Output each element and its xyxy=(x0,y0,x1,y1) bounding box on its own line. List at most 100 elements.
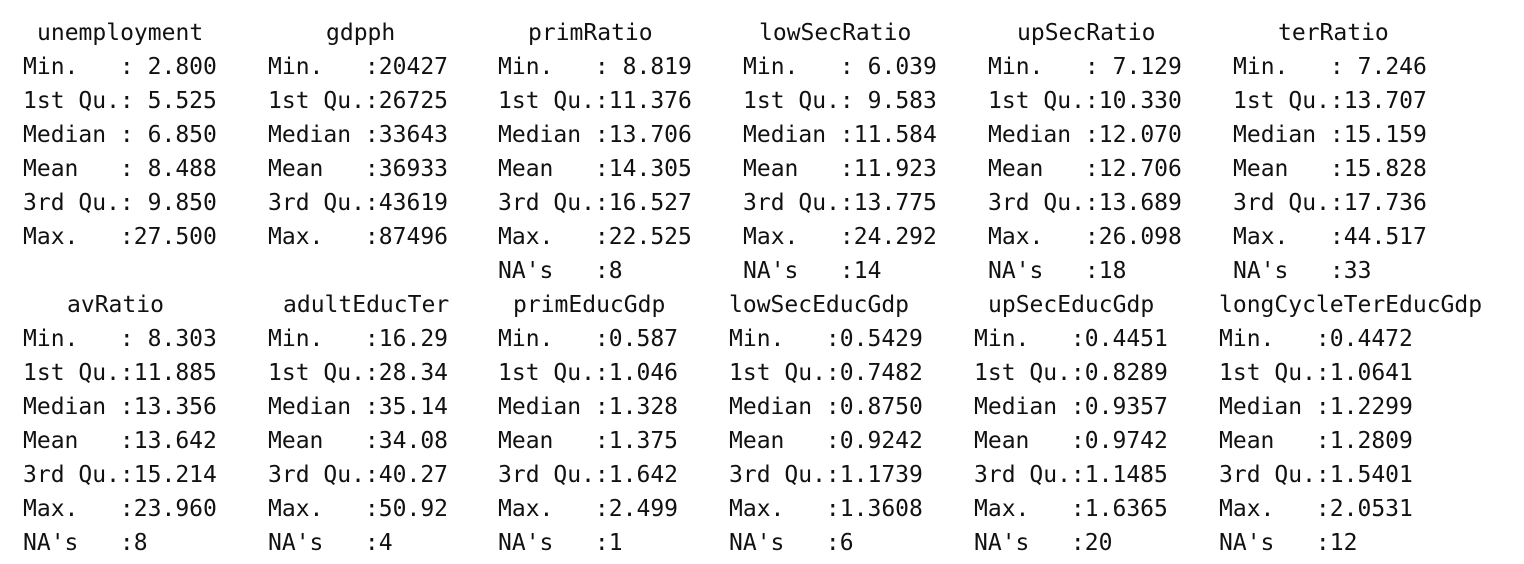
stat-cell: 3rd Qu.:13.775 xyxy=(743,190,937,216)
stat-cell: 3rd Qu.:43619 xyxy=(268,190,449,216)
stat-cell: 1st Qu.:28.34 xyxy=(268,360,449,386)
stat-row-median: Median :13.356 Median :35.14 Median :1.3… xyxy=(0,390,1524,424)
column-header: adultEducTer xyxy=(283,292,450,318)
stat-cell: NA's :12 xyxy=(1219,530,1358,556)
stat-cell: Max. :44.517 xyxy=(1233,224,1427,250)
stat-cell: 3rd Qu.:1.1485 xyxy=(974,462,1168,488)
stat-cell: NA's :6 xyxy=(729,530,854,556)
stat-cell: NA's :8 xyxy=(498,258,623,284)
stat-cell: 3rd Qu.:1.642 xyxy=(498,462,679,488)
stat-row-max: Max. :23.960 Max. :50.92 Max. :2.499 Max… xyxy=(0,492,1524,526)
stat-cell: 3rd Qu.:15.214 xyxy=(23,462,217,488)
stat-row-3rd-qu: 3rd Qu.:15.214 3rd Qu.:40.27 3rd Qu.:1.6… xyxy=(0,458,1524,492)
stat-cell: Mean :15.828 xyxy=(1233,156,1427,182)
stat-cell: Median :12.070 xyxy=(988,122,1182,148)
stat-cell: Mean :1.375 xyxy=(498,428,679,454)
stat-cell: Min. :0.587 xyxy=(498,326,679,352)
column-header: primEducGdp xyxy=(513,292,666,318)
stat-cell: Mean :0.9742 xyxy=(974,428,1168,454)
stat-cell: 1st Qu.: 9.583 xyxy=(743,88,937,114)
stat-cell: Median :15.159 xyxy=(1233,122,1427,148)
stat-cell: 1st Qu.:11.376 xyxy=(498,88,692,114)
stat-row-na: NA's :8 NA's :4 NA's :1 NA's :6 NA's :20… xyxy=(0,526,1524,560)
stat-cell: Mean :13.642 xyxy=(23,428,217,454)
stat-cell: NA's :18 xyxy=(988,258,1127,284)
stat-cell: Median :11.584 xyxy=(743,122,937,148)
stat-cell: Max. :50.92 xyxy=(268,496,449,522)
stat-cell: NA's :14 xyxy=(743,258,882,284)
column-header: primRatio xyxy=(528,20,653,46)
stat-cell: Median : 6.850 xyxy=(23,122,217,148)
stat-cell: Mean :11.923 xyxy=(743,156,937,182)
stat-cell: 1st Qu.:0.8289 xyxy=(974,360,1168,386)
stat-cell: Min. :0.5429 xyxy=(729,326,923,352)
stat-cell: NA's :33 xyxy=(1233,258,1372,284)
header-row: avRatio adultEducTer primEducGdp lowSecE… xyxy=(0,288,1524,322)
stat-cell: Median :13.356 xyxy=(23,394,217,420)
stat-cell: 1st Qu.:26725 xyxy=(268,88,449,114)
stat-row-1st-qu: 1st Qu.: 5.525 1st Qu.:26725 1st Qu.:11.… xyxy=(0,84,1524,118)
stat-cell: Mean :34.08 xyxy=(268,428,449,454)
summary-block-2: avRatio adultEducTer primEducGdp lowSecE… xyxy=(0,288,1524,560)
stat-cell: Median :1.328 xyxy=(498,394,679,420)
stat-cell: Mean :0.9242 xyxy=(729,428,923,454)
stat-cell: 1st Qu.:13.707 xyxy=(1233,88,1427,114)
stat-cell: 1st Qu.:10.330 xyxy=(988,88,1182,114)
stat-cell: Mean : 8.488 xyxy=(23,156,217,182)
stat-cell: Min. : 2.800 xyxy=(23,54,217,80)
summary-block-1: unemployment gdpph primRatio lowSecRatio… xyxy=(0,16,1524,288)
stat-cell: NA's :1 xyxy=(498,530,623,556)
stat-cell: Max. :24.292 xyxy=(743,224,937,250)
stat-cell: Median :35.14 xyxy=(268,394,449,420)
stat-row-min: Min. : 2.800 Min. :20427 Min. : 8.819 Mi… xyxy=(0,50,1524,84)
stat-cell: Mean :12.706 xyxy=(988,156,1182,182)
stat-row-na: NA's :8 NA's :14 NA's :18 NA's :33 xyxy=(0,254,1524,288)
stat-row-median: Median : 6.850 Median :33643 Median :13.… xyxy=(0,118,1524,152)
stat-cell: Median :0.8750 xyxy=(729,394,923,420)
column-header: upSecRatio xyxy=(1017,20,1156,46)
stat-cell: Max. :26.098 xyxy=(988,224,1182,250)
stat-row-max: Max. :27.500 Max. :87496 Max. :22.525 Ma… xyxy=(0,220,1524,254)
stat-cell: Max. :1.3608 xyxy=(729,496,923,522)
column-header: avRatio xyxy=(67,292,164,318)
stat-cell: Min. :16.29 xyxy=(268,326,449,352)
stat-cell: Min. : 8.819 xyxy=(498,54,692,80)
stat-cell: NA's :20 xyxy=(974,530,1113,556)
stat-cell: Median :13.706 xyxy=(498,122,692,148)
stat-row-3rd-qu: 3rd Qu.: 9.850 3rd Qu.:43619 3rd Qu.:16.… xyxy=(0,186,1524,220)
stat-cell: 3rd Qu.:17.736 xyxy=(1233,190,1427,216)
stat-cell: 3rd Qu.:13.689 xyxy=(988,190,1182,216)
stat-cell: 1st Qu.: 5.525 xyxy=(23,88,217,114)
column-header: terRatio xyxy=(1278,20,1389,46)
column-header: gdpph xyxy=(326,20,396,46)
stat-cell: Max. :2.499 xyxy=(498,496,679,522)
stat-cell: Min. :0.4451 xyxy=(974,326,1168,352)
stat-cell: Mean :14.305 xyxy=(498,156,692,182)
stat-cell: 3rd Qu.:1.5401 xyxy=(1219,462,1413,488)
stat-cell: Max. :27.500 xyxy=(23,224,217,250)
column-header: longCycleTerEducGdp xyxy=(1219,292,1483,318)
stat-cell: Min. : 8.303 xyxy=(23,326,217,352)
stat-cell: Max. :87496 xyxy=(268,224,449,250)
column-header: unemployment xyxy=(37,20,204,46)
stat-row-mean: Mean : 8.488 Mean :36933 Mean :14.305 Me… xyxy=(0,152,1524,186)
stat-cell: 1st Qu.:1.046 xyxy=(498,360,679,386)
stat-cell: 3rd Qu.:40.27 xyxy=(268,462,449,488)
stat-cell: Median :0.9357 xyxy=(974,394,1168,420)
header-row: unemployment gdpph primRatio lowSecRatio… xyxy=(0,16,1524,50)
stat-cell: 1st Qu.:11.885 xyxy=(23,360,217,386)
stat-cell: 1st Qu.:0.7482 xyxy=(729,360,923,386)
stat-cell: Median :33643 xyxy=(268,122,449,148)
stat-row-1st-qu: 1st Qu.:11.885 1st Qu.:28.34 1st Qu.:1.0… xyxy=(0,356,1524,390)
stat-cell: 3rd Qu.: 9.850 xyxy=(23,190,217,216)
column-header: lowSecRatio xyxy=(759,20,912,46)
stat-cell: 3rd Qu.:1.1739 xyxy=(729,462,923,488)
stat-cell: Median :1.2299 xyxy=(1219,394,1413,420)
stat-cell: Max. :23.960 xyxy=(23,496,217,522)
stat-row-min: Min. : 8.303 Min. :16.29 Min. :0.587 Min… xyxy=(0,322,1524,356)
stat-cell: Mean :36933 xyxy=(268,156,449,182)
stat-cell: NA's :8 xyxy=(23,530,148,556)
stat-cell: Min. : 7.129 xyxy=(988,54,1182,80)
stat-cell: Mean :1.2809 xyxy=(1219,428,1413,454)
stat-cell: Min. :0.4472 xyxy=(1219,326,1413,352)
